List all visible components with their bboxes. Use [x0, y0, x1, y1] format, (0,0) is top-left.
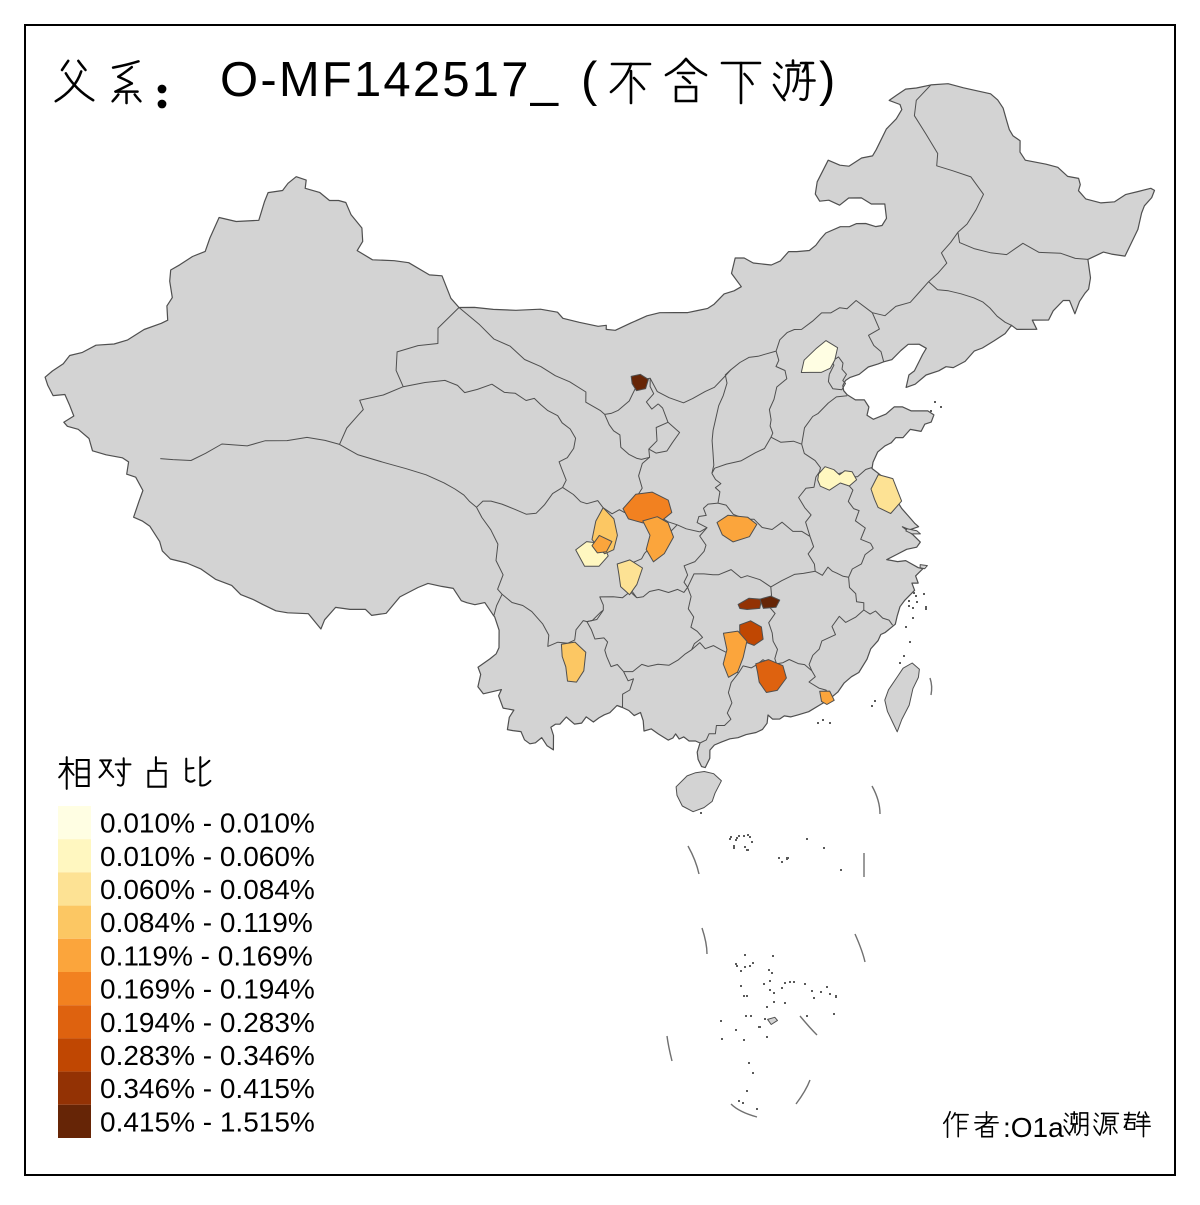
svg-text:0.010% - 0.010%: 0.010% - 0.010% [100, 808, 315, 839]
svg-text:0.119% - 0.169%: 0.119% - 0.169% [100, 940, 313, 971]
svg-text:0.194% - 0.283%: 0.194% - 0.283% [100, 1007, 315, 1038]
svg-text:0.060% - 0.084%: 0.060% - 0.084% [100, 874, 315, 905]
svg-text::O1a: :O1a [1003, 1112, 1064, 1143]
svg-text:(: ( [581, 53, 598, 107]
svg-text:O-MF142517_: O-MF142517_ [220, 53, 560, 107]
svg-text:): ) [819, 53, 835, 107]
svg-text:0.084% - 0.119%: 0.084% - 0.119% [100, 907, 313, 938]
svg-text:0.346% - 0.415%: 0.346% - 0.415% [100, 1073, 315, 1104]
svg-text:0.415% - 1.515%: 0.415% - 1.515% [100, 1106, 315, 1137]
svg-text:0.010% - 0.060%: 0.010% - 0.060% [100, 841, 315, 872]
svg-text:0.283% - 0.346%: 0.283% - 0.346% [100, 1040, 315, 1071]
svg-text:0.169% - 0.194%: 0.169% - 0.194% [100, 974, 315, 1005]
